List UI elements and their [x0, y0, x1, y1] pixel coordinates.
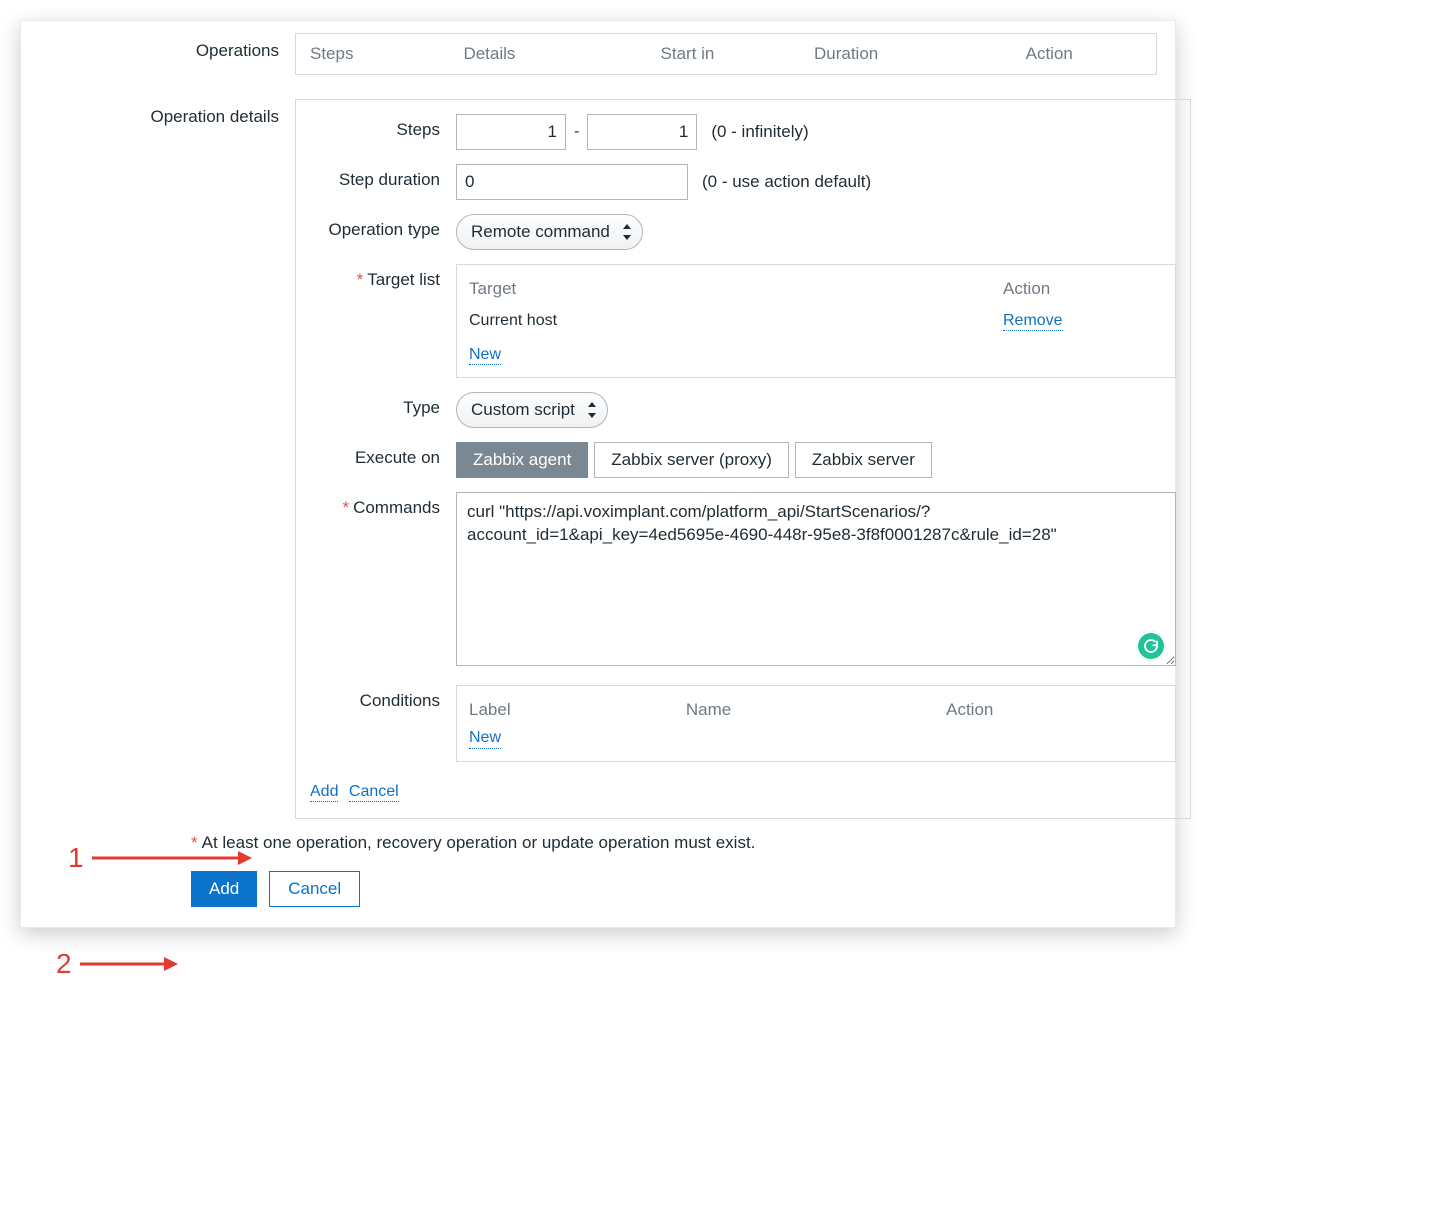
- operation-details-box: Steps - (0 - infinitely) Step duration (…: [295, 99, 1191, 819]
- type-value: Custom script: [471, 400, 575, 420]
- step-duration-label: Step duration: [310, 164, 440, 190]
- operations-label: Operations: [39, 33, 279, 61]
- details-cancel-link[interactable]: Cancel: [349, 782, 399, 802]
- add-button[interactable]: Add: [191, 871, 257, 907]
- operation-details-label: Operation details: [39, 99, 279, 127]
- conditions-col-name: Name: [686, 700, 946, 720]
- operations-col-duration: Duration: [814, 44, 1018, 64]
- steps-to-input[interactable]: [587, 114, 697, 150]
- commands-label: Commands: [310, 492, 440, 518]
- execute-on-label: Execute on: [310, 442, 440, 468]
- execute-on-group: Zabbix agent Zabbix server (proxy) Zabbi…: [456, 442, 1176, 478]
- execute-on-agent[interactable]: Zabbix agent: [456, 442, 588, 478]
- target-list-new-link[interactable]: New: [469, 345, 501, 365]
- target-list-table: Target Action Current host Remove New: [456, 264, 1176, 378]
- execute-on-server[interactable]: Zabbix server: [795, 442, 932, 478]
- chevron-updown-icon: [622, 224, 632, 240]
- operations-col-action: Action: [1026, 44, 1142, 64]
- operation-type-label: Operation type: [310, 214, 440, 240]
- conditions-table: Label Name Action New: [456, 685, 1176, 761]
- type-select[interactable]: Custom script: [456, 392, 608, 428]
- annotation-2: 2: [56, 948, 178, 980]
- operations-col-start-in: Start in: [661, 44, 806, 64]
- step-duration-input[interactable]: [456, 164, 688, 200]
- annotation-1: 1: [68, 842, 252, 874]
- operations-col-steps: Steps: [310, 44, 455, 64]
- operations-header-table: Steps Details Start in Duration Action: [295, 33, 1157, 75]
- steps-hint: (0 - infinitely): [711, 122, 808, 142]
- target-list-target-value: Current host: [469, 312, 1003, 330]
- required-footnote: *At least one operation, recovery operat…: [191, 833, 1175, 853]
- cancel-button[interactable]: Cancel: [269, 871, 360, 907]
- operation-form-panel: Operations Steps Details Start in Durati…: [20, 20, 1176, 928]
- operations-col-details: Details: [463, 44, 652, 64]
- operation-type-value: Remote command: [471, 222, 610, 242]
- target-list-remove-link[interactable]: Remove: [1003, 311, 1063, 331]
- conditions-col-action: Action: [946, 700, 1163, 720]
- target-list-col-target: Target: [469, 279, 1003, 299]
- target-list-col-action: Action: [1003, 279, 1163, 299]
- steps-from-input[interactable]: [456, 114, 566, 150]
- steps-separator: -: [574, 123, 579, 141]
- conditions-new-link[interactable]: New: [469, 728, 501, 748]
- execute-on-proxy[interactable]: Zabbix server (proxy): [594, 442, 789, 478]
- target-list-label: Target list: [310, 264, 440, 290]
- operation-type-select[interactable]: Remote command: [456, 214, 643, 250]
- arrow-right-icon: [80, 954, 178, 974]
- chevron-updown-icon: [587, 402, 597, 418]
- table-row: Current host Remove: [469, 307, 1163, 335]
- commands-textarea[interactable]: [456, 492, 1176, 666]
- arrow-right-icon: [92, 848, 252, 868]
- conditions-label: Conditions: [310, 685, 440, 711]
- conditions-col-label: Label: [469, 700, 686, 720]
- details-add-link[interactable]: Add: [310, 782, 338, 802]
- steps-label: Steps: [310, 114, 440, 140]
- step-duration-hint: (0 - use action default): [702, 172, 871, 192]
- type-label: Type: [310, 392, 440, 418]
